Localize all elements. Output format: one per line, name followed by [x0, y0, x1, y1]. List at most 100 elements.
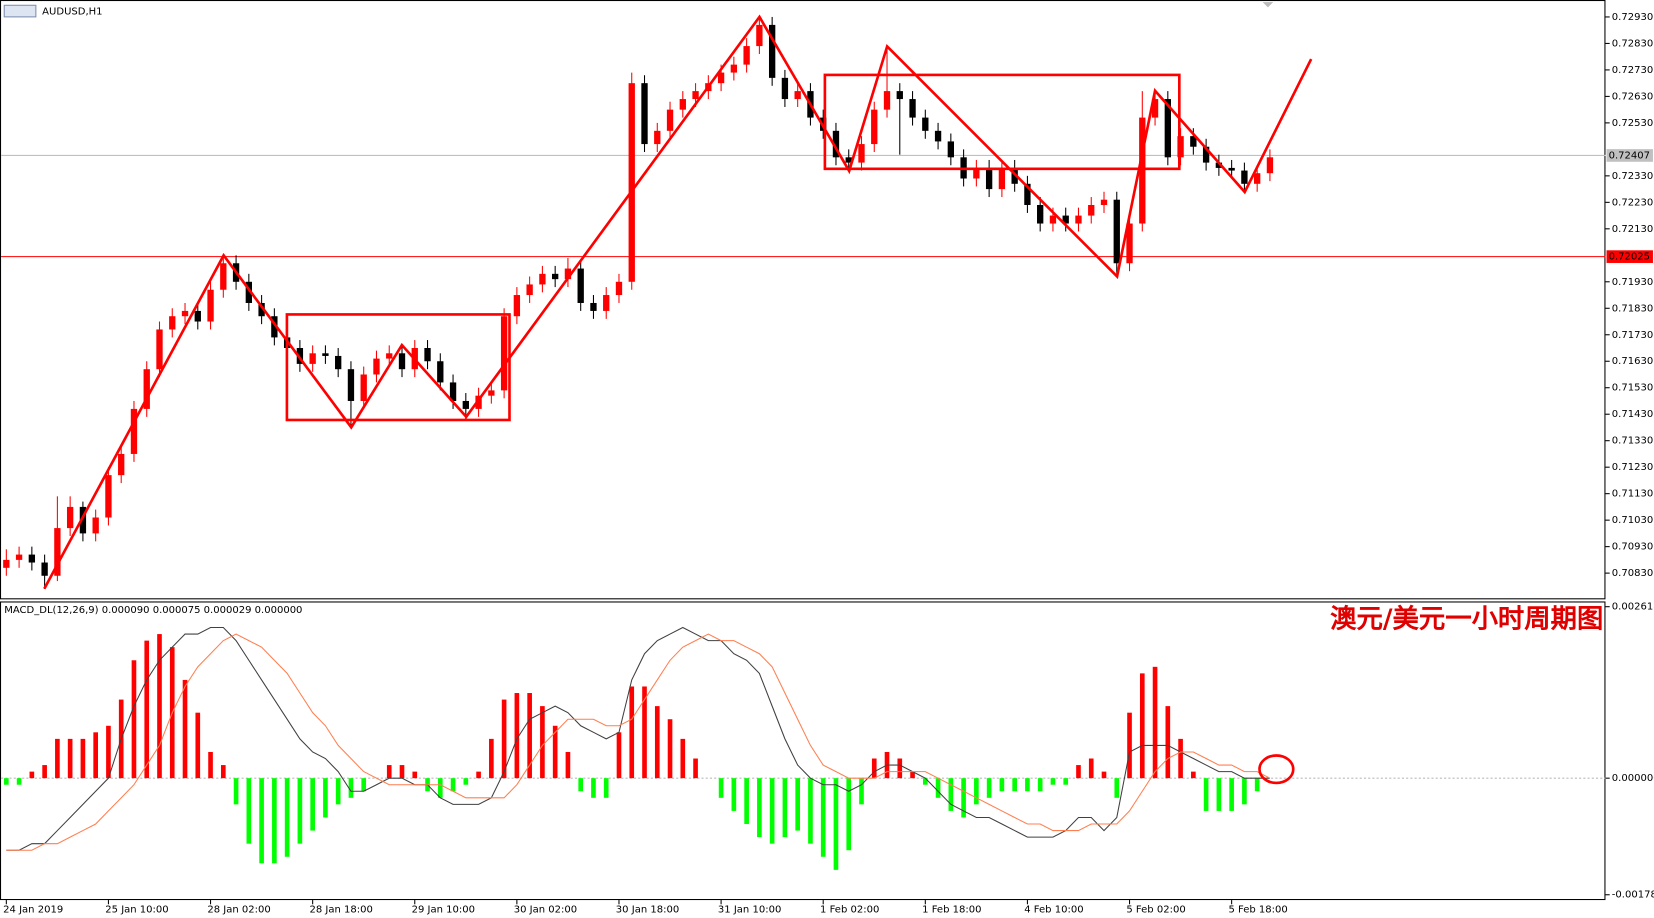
main-frame — [0, 0, 1606, 600]
candle-body — [194, 310, 201, 322]
histogram-bar — [476, 771, 481, 779]
candle-body — [883, 91, 891, 110]
y-tick-label: 0.72930 — [1612, 12, 1653, 23]
y-tick-label: 0.71130 — [1612, 489, 1653, 500]
x-tick-label: 28 Jan 02:00 — [207, 905, 270, 916]
macd-line — [6, 633, 1271, 851]
drawings — [43, 14, 1313, 785]
histogram-bar — [603, 778, 609, 798]
candle-body — [488, 390, 495, 396]
candle-body — [666, 109, 674, 131]
histogram-bar — [16, 778, 22, 785]
y-tick-label: 0.71530 — [1612, 383, 1653, 394]
histogram-bar — [999, 778, 1005, 792]
shift-marker — [1262, 2, 1274, 8]
price-label-box — [1606, 250, 1653, 263]
histogram-bar — [195, 712, 201, 779]
y-tick-label: 0.72730 — [1612, 65, 1653, 76]
histogram-bar — [144, 640, 150, 779]
candle-body — [871, 109, 878, 145]
histogram-bar — [1254, 778, 1260, 792]
histogram-bar — [616, 732, 622, 779]
candle-body — [386, 353, 393, 359]
histogram-bar — [693, 758, 698, 779]
y-tick-label: 0.71930 — [1612, 277, 1653, 288]
candle-body — [437, 361, 444, 383]
histogram-bar — [859, 778, 864, 805]
candle-body — [424, 348, 431, 362]
candle-body — [603, 295, 610, 311]
candle-body — [258, 302, 265, 317]
histogram-bar — [335, 778, 341, 805]
candle-body — [513, 295, 521, 317]
y-tick-label: 0.71030 — [1612, 515, 1653, 526]
histogram-bar — [935, 778, 941, 798]
histogram-bar — [1242, 778, 1247, 805]
candle-body — [309, 353, 316, 364]
histogram-bar — [463, 778, 469, 785]
candle-body — [398, 353, 406, 370]
y-tick-label: -0.001780 — [1612, 890, 1654, 901]
candle-body — [1164, 99, 1171, 158]
candle-body — [54, 528, 61, 576]
candle-body — [781, 77, 789, 100]
candle-body — [373, 358, 380, 375]
candle-body — [143, 369, 150, 409]
x-tick-label: 25 Jan 10:00 — [105, 905, 168, 916]
histogram-bar — [820, 778, 826, 857]
histogram-bar — [131, 660, 137, 779]
x-tick-label: 30 Jan 18:00 — [616, 905, 679, 916]
candle-body — [156, 329, 163, 370]
y-tick-label: 0.72130 — [1612, 224, 1653, 235]
histogram-bar — [297, 778, 303, 844]
x-tick-label: 30 Jan 02:00 — [514, 905, 577, 916]
y-tick-label: 0.72230 — [1612, 197, 1653, 208]
price-label-box — [1606, 149, 1653, 162]
candle-body — [105, 475, 112, 518]
candle-body — [1062, 215, 1069, 224]
histogram-bar — [246, 778, 252, 844]
y-tick-label: 0.71230 — [1612, 462, 1653, 473]
histogram-bar — [182, 679, 188, 779]
candle-body — [845, 157, 852, 163]
x-tick-label: 1 Feb 02:00 — [820, 905, 879, 916]
y-tick-label: 0.72330 — [1612, 171, 1653, 182]
candle-body — [577, 268, 584, 303]
histogram-bar — [744, 778, 749, 825]
candle-body — [1100, 199, 1108, 205]
histogram-bar — [42, 765, 47, 779]
histogram-bar — [910, 771, 915, 779]
candle-body — [220, 263, 227, 290]
histogram-bar — [29, 771, 35, 779]
histogram-bar — [1203, 778, 1209, 811]
candle-body — [169, 316, 176, 330]
histogram-bar — [846, 778, 852, 851]
histogram-bar — [4, 778, 9, 785]
candle-body — [1126, 223, 1133, 264]
histogram-bar — [974, 778, 979, 805]
histogram-bar — [1191, 771, 1196, 779]
histogram-bar — [552, 725, 558, 779]
x-tick-label: 29 Jan 10:00 — [412, 905, 475, 916]
histogram-bar — [450, 778, 456, 792]
histogram-bar — [323, 778, 328, 818]
histogram-bar — [1025, 778, 1030, 792]
histogram-bar — [897, 758, 903, 779]
histogram-bar — [654, 706, 660, 779]
candle-body — [1266, 157, 1274, 174]
y-tick-label: 0.000000 — [1612, 773, 1654, 784]
candle-body — [347, 369, 355, 401]
histogram-bar — [1216, 778, 1222, 811]
candle-body — [692, 91, 699, 100]
candle-body — [1139, 117, 1146, 224]
candle-body — [79, 506, 87, 534]
histogram-bar — [1063, 778, 1069, 785]
range-box — [823, 73, 1181, 171]
histogram-bar — [757, 778, 762, 838]
y-tick-label: 0.71830 — [1612, 303, 1653, 314]
candle-body — [794, 91, 801, 100]
histogram-bar — [871, 758, 877, 779]
histogram-bar — [1152, 666, 1158, 779]
histogram-bar — [1050, 778, 1056, 785]
histogram-bar — [514, 693, 520, 779]
